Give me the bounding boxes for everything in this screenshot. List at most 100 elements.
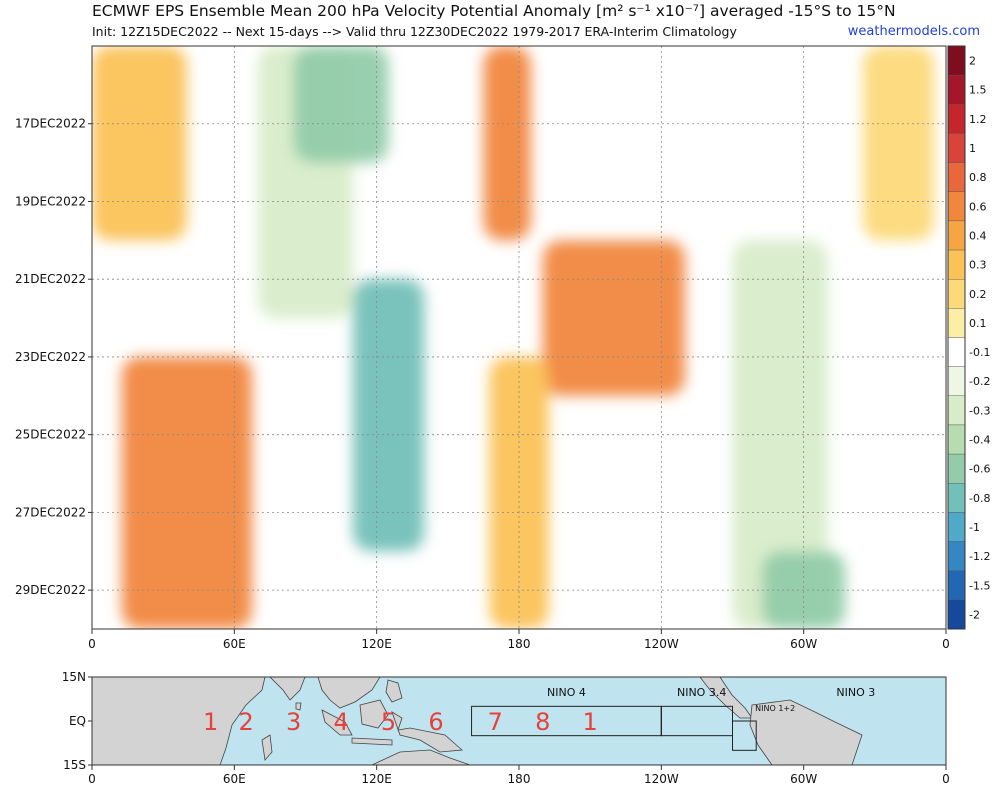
africa-land: [92, 677, 266, 765]
y-tick-label: 29DEC2022: [15, 583, 86, 597]
colorbar-swatch: [947, 104, 966, 134]
colorbar-label: -1: [969, 521, 980, 534]
colorbar-swatch: [947, 599, 966, 630]
anomaly-region-1: [92, 46, 187, 241]
colorbar-label: 1.5: [969, 84, 987, 97]
colorbar-label: 0.2: [969, 288, 987, 301]
map-lat-label: 15N: [62, 670, 86, 684]
colorbar-swatch: [947, 220, 966, 251]
sri-lanka-land: [295, 702, 302, 711]
nino-region-label: NINO 4: [547, 686, 586, 699]
mjo-phase-label: 7: [488, 708, 503, 736]
java-land: [351, 737, 393, 746]
map-lat-label: 15S: [63, 758, 86, 772]
sulawesi-new-guinea-land: [391, 711, 463, 753]
colorbar-swatch: [947, 279, 966, 309]
map-lon-label: 0: [942, 772, 950, 786]
colorbar-label: -0.6: [969, 463, 990, 476]
anomaly-region-0: [121, 356, 253, 629]
chart-title: ECMWF EPS Ensemble Mean 200 hPa Velocity…: [92, 2, 896, 20]
x-tick-label: 0: [942, 637, 950, 651]
colorbar-swatch: [947, 570, 966, 601]
philippines-land: [385, 679, 403, 703]
chart-subtitle: Init: 12Z15DEC2022 -- Next 15-days --> V…: [92, 24, 737, 39]
colorbar-swatch: [947, 424, 966, 455]
colorbar-swatch: [947, 45, 966, 76]
y-tick-label: 19DEC2022: [15, 194, 86, 208]
se-asia-land: [317, 677, 381, 709]
colorbar-swatch: [947, 162, 966, 192]
map-lon-label: 0: [88, 772, 96, 786]
colorbar-label: -0.1: [969, 346, 990, 359]
anomaly-region-10: [862, 46, 935, 241]
colorbar-swatch: [947, 483, 966, 513]
borneo-land: [359, 699, 389, 729]
y-tick-label: 25DEC2022: [15, 428, 86, 442]
colorbar-label: -0.8: [969, 492, 990, 505]
colorbar-label: -0.3: [969, 404, 990, 417]
colorbar-label: -0.4: [969, 434, 990, 447]
map-lon-label: 120W: [644, 772, 679, 786]
nino12-box: [732, 720, 757, 751]
colorbar-swatch: [947, 308, 966, 338]
colorbar-label: 0.3: [969, 259, 987, 272]
colorbar-swatch: [947, 133, 966, 163]
nino-region-label: NINO 1+2: [755, 704, 795, 713]
map-lon-label: 60W: [790, 772, 817, 786]
x-tick-label: 120E: [361, 637, 392, 651]
australia-land: [371, 749, 471, 765]
colorbar-swatch: [947, 191, 966, 222]
colorbar-label: -2: [969, 608, 980, 621]
south-america-land: [749, 699, 863, 765]
colorbar-swatch: [947, 512, 966, 542]
colorbar-swatch: [947, 453, 966, 484]
x-tick-label: 180: [508, 637, 531, 651]
colorbar-label: 0.8: [969, 171, 987, 184]
colorbar-label: 0.4: [969, 229, 987, 242]
map-lat-label: EQ: [69, 714, 86, 728]
x-tick-label: 120W: [644, 637, 679, 651]
colorbar-swatch: [947, 337, 966, 367]
map-lon-label: 60E: [223, 772, 246, 786]
nino-region-label: NINO 3.4: [677, 686, 726, 699]
madagascar-land: [261, 734, 273, 761]
x-tick-label: 60W: [790, 637, 817, 651]
anomaly-region-6: [542, 240, 686, 396]
colorbar-swatch: [947, 74, 966, 105]
mjo-phase-label: 1: [583, 708, 598, 736]
colorbar-label: 0.6: [969, 200, 987, 213]
anomaly-region-4: [352, 279, 425, 552]
mjo-phase-label: 3: [286, 708, 301, 736]
colorbar-label: 1.2: [969, 113, 987, 126]
mjo-phase-label: 1: [203, 708, 218, 736]
map-lon-label: 180: [508, 772, 531, 786]
map-lon-label: 120E: [361, 772, 392, 786]
y-tick-label: 23DEC2022: [15, 350, 86, 364]
colorbar-label: 2: [969, 55, 976, 68]
mjo-phase-label: 8: [535, 708, 550, 736]
map-land: [92, 677, 863, 765]
x-tick-label: 60E: [223, 637, 246, 651]
site-link[interactable]: weathermodels.com: [847, 24, 980, 39]
colorbar-swatch: [947, 249, 966, 280]
x-tick-label: 0: [88, 637, 96, 651]
y-tick-label: 17DEC2022: [15, 117, 86, 131]
anomaly-region-5: [483, 46, 531, 241]
colorbar-label: -1.2: [969, 550, 990, 563]
colorbar-label: 1: [969, 142, 976, 155]
mjo-phase-label: 5: [381, 708, 396, 736]
colorbar-label: -1.5: [969, 579, 990, 592]
colorbar-swatch: [947, 395, 966, 426]
colorbar-label: 0.1: [969, 317, 987, 330]
colorbar-swatch: [947, 366, 966, 396]
mjo-phase-label: 4: [333, 708, 348, 736]
nino-region-label: NINO 3: [836, 686, 875, 699]
mjo-phase-label: 6: [428, 708, 443, 736]
sumatra-land: [321, 709, 353, 736]
y-tick-label: 21DEC2022: [15, 272, 86, 286]
india-land: [269, 677, 306, 701]
y-tick-label: 27DEC2022: [15, 505, 86, 519]
colorbar-label: -0.2: [969, 375, 990, 388]
mjo-phase-label: 2: [239, 708, 254, 736]
